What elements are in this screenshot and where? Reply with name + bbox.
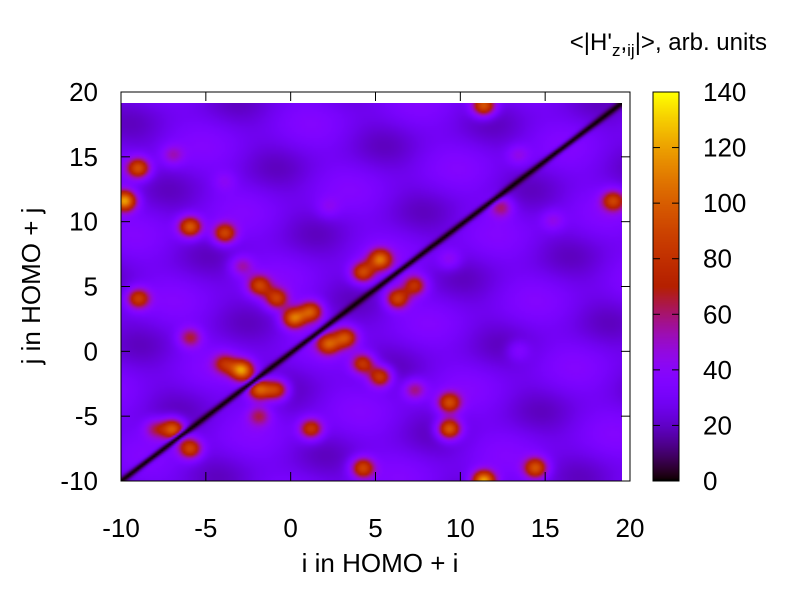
heatmap-plot-area bbox=[121, 103, 622, 481]
colorbar-title-part-2: |>, arb. units bbox=[635, 29, 767, 56]
colorbar-tick-label: 60 bbox=[703, 299, 732, 329]
colorbar-tick-label: 40 bbox=[703, 355, 732, 385]
heatmap-image bbox=[121, 103, 622, 481]
colorbar-tick-label: 120 bbox=[703, 133, 746, 163]
x-axis: -10 -5 0 5 10 15 20 bbox=[102, 92, 644, 543]
colorbar-ticks: 0 20 40 60 80 100 120 140 bbox=[653, 77, 746, 496]
colorbar-frame bbox=[652, 91, 680, 482]
colorbar: 0 20 40 60 80 100 120 140 bbox=[652, 77, 746, 496]
x-tick-label: 0 bbox=[283, 513, 297, 543]
colorbar-title: <|H'z,ij|>, arb. units bbox=[570, 29, 767, 60]
colorbar-tick-label: 140 bbox=[703, 77, 746, 107]
colorbar-title-sub-z: z bbox=[612, 41, 621, 60]
colorbar-tick-label: 0 bbox=[703, 466, 717, 496]
x-tick-label: 20 bbox=[616, 513, 645, 543]
x-tick-label: 5 bbox=[368, 513, 382, 543]
x-axis-title: i in HOMO + i bbox=[302, 548, 459, 578]
colorbar-tick-label: 20 bbox=[703, 410, 732, 440]
colorbar-title-sub-ij: ij bbox=[627, 41, 635, 60]
y-tick-label: 10 bbox=[69, 207, 98, 237]
colorbar-gradient bbox=[653, 92, 679, 481]
x-tick-label: 15 bbox=[531, 513, 560, 543]
y-tick-label: 5 bbox=[84, 272, 98, 302]
colorbar-tick-label: 80 bbox=[703, 244, 732, 274]
y-tick-label: 0 bbox=[84, 336, 98, 366]
y-axis: -10 -5 0 5 10 15 20 bbox=[60, 77, 630, 496]
y-tick-label: 20 bbox=[69, 77, 98, 107]
colorbar-tick-label: 100 bbox=[703, 188, 746, 218]
x-tick-label: 10 bbox=[446, 513, 475, 543]
y-tick-label: 15 bbox=[69, 142, 98, 172]
x-tick-label: -5 bbox=[194, 513, 217, 543]
colorbar-title-part-1: <|H' bbox=[570, 29, 612, 56]
colorbar-title-comma: , bbox=[620, 29, 627, 56]
x-tick-label: -10 bbox=[102, 513, 140, 543]
y-tick-label: -5 bbox=[75, 401, 98, 431]
y-tick-label: -10 bbox=[60, 466, 98, 496]
y-axis-title: j in HOMO + j bbox=[16, 208, 46, 366]
